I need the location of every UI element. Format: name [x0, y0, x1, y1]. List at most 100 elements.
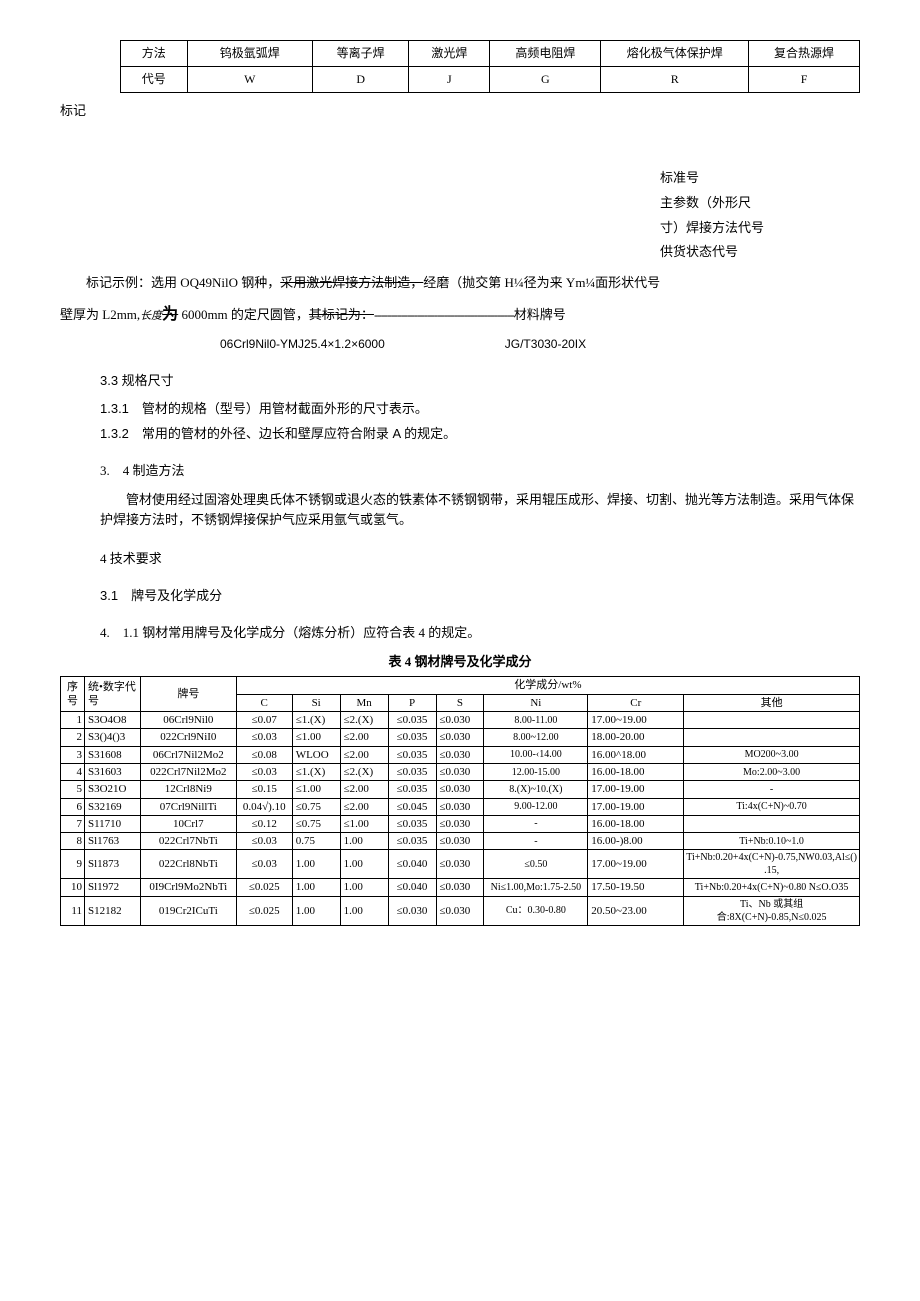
ex2e-strike: 其标记为： [309, 307, 374, 322]
t1-c1: 钨极氩弧焊 [187, 41, 313, 67]
cell-d: Sl1873 [84, 850, 140, 879]
cell-s: ≤0.030 [436, 798, 484, 815]
t4h-ni: Ni [484, 694, 588, 711]
table-row: 6S3216907Crl9NillTi0.04√).10≤0.75≤2.00≤0… [61, 798, 860, 815]
table4: 序号 统•数字代号 牌号 化学成分/wt% C Si Mn P S Ni Cr … [60, 676, 860, 925]
cell-p: ≤0.035 [388, 833, 436, 850]
sec-4-1-1: 4. 1.1 钢材常用牌号及化学成分（熔炼分析）应符合表 4 的规定。 [100, 623, 860, 644]
cell-p: ≤0.035 [388, 763, 436, 780]
cell-ni: Cu：0.30-0.80 [484, 896, 588, 925]
cell-g: 022Crl8NbTi [140, 850, 236, 879]
t1-c6: 复合热源焊 [749, 41, 860, 67]
cell-d: S3O21O [84, 781, 140, 798]
cell-ni: 10.00-‹14.00 [484, 746, 588, 763]
cell-g: 06Crl9Nil0 [140, 712, 236, 729]
cell-c: 0.04√).10 [236, 798, 292, 815]
ex2-dashes: ----------------------------------------… [374, 307, 514, 322]
cell-cr: 16.00-)8.00 [588, 833, 684, 850]
cell-o: - [684, 781, 860, 798]
cell-cr: 16.00-18.00 [588, 763, 684, 780]
cell-c: ≤0.025 [236, 896, 292, 925]
t4-header-row1: 序号 统•数字代号 牌号 化学成分/wt% [61, 677, 860, 694]
cell-c: ≤0.03 [236, 850, 292, 879]
cell-ni: 8.00~12.00 [484, 729, 588, 746]
sec-3-1: 3.1 牌号及化学成分 [100, 586, 860, 607]
ex1c: 经磨（抛交第 H¼径为来 Ym¼面形状代号 [423, 275, 660, 290]
cell-p: ≤0.040 [388, 879, 436, 896]
cell-mn: 1.00 [340, 833, 388, 850]
cell-n: 4 [61, 763, 85, 780]
cell-s: ≤0.030 [436, 712, 484, 729]
cell-s: ≤0.030 [436, 879, 484, 896]
cell-c: ≤0.07 [236, 712, 292, 729]
cell-p: ≤0.035 [388, 815, 436, 832]
cell-cr: 17.00-19.00 [588, 781, 684, 798]
t4h-other: 其他 [684, 694, 860, 711]
cell-cr: 17.00~19.00 [588, 850, 684, 879]
t4h-si: Si [292, 694, 340, 711]
cell-ni: - [484, 815, 588, 832]
cell-si: ≤1.(X) [292, 763, 340, 780]
cell-cr: 18.00-20.00 [588, 729, 684, 746]
t4h-c: C [236, 694, 292, 711]
cell-si: ≤1.00 [292, 781, 340, 798]
cell-g: 07Crl9NillTi [140, 798, 236, 815]
cell-g: 022Crl7NbTi [140, 833, 236, 850]
cell-n: 9 [61, 850, 85, 879]
cell-ni: 9.00-12.00 [484, 798, 588, 815]
cell-ni: Ni≤1.00,Mo:1.75-2.50 [484, 879, 588, 896]
cell-s: ≤0.030 [436, 729, 484, 746]
t1-r1-label: 方法 [121, 41, 188, 67]
ex1a: 标记示例：选用 OQ49NilO 钢种， [86, 275, 280, 290]
cell-s: ≤0.030 [436, 763, 484, 780]
cell-ni: 8.00-11.00 [484, 712, 588, 729]
cell-cr: 17.50-19.50 [588, 879, 684, 896]
table-row: 11S12182019Cr2ICuTi≤0.0251.001.00≤0.030≤… [61, 896, 860, 925]
t4h-p: P [388, 694, 436, 711]
t1-c3: 激光焊 [409, 41, 490, 67]
cell-p: ≤0.040 [388, 850, 436, 879]
example-para-2: 壁厚为 L2mm,长度为 6000mm 的定尺圆管，其标记为：---------… [60, 302, 860, 328]
cell-n: 1 [61, 712, 85, 729]
cell-d: S31603 [84, 763, 140, 780]
cell-cr: 16.00^18.00 [588, 746, 684, 763]
cell-mn: 1.00 [340, 879, 388, 896]
cell-c: ≤0.03 [236, 763, 292, 780]
item-132: 1.3.2 常用的管材的外径、边长和壁厚应符合附录 A 的规定。 [100, 424, 860, 445]
t4h-digit: 统•数字代号 [84, 677, 140, 712]
cell-mn: ≤2.00 [340, 729, 388, 746]
cell-n: 3 [61, 746, 85, 763]
cell-n: 2 [61, 729, 85, 746]
rb-l4: 供货状态代号 [660, 240, 860, 265]
cell-mn: 1.00 [340, 896, 388, 925]
cell-n: 7 [61, 815, 85, 832]
cell-mn: ≤2.00 [340, 798, 388, 815]
cell-si: ≤1.00 [292, 729, 340, 746]
cell-g: 06Crl7Nil2Mo2 [140, 746, 236, 763]
cell-c: ≤0.08 [236, 746, 292, 763]
cell-d: S32169 [84, 798, 140, 815]
rb-l2: 主参数（外形尺 [660, 191, 860, 216]
cell-n: 8 [61, 833, 85, 850]
t1-code6: F [749, 67, 860, 93]
cell-ni: 12.00-15.00 [484, 763, 588, 780]
t1-code1: W [187, 67, 313, 93]
cell-o: Mo:2.00~3.00 [684, 763, 860, 780]
cell-ni: - [484, 833, 588, 850]
cell-o: MO200~3.00 [684, 746, 860, 763]
cell-o: Ti、Nb 或其组合:8X(C+N)-0.85,N≤0.025 [684, 896, 860, 925]
t4h-s: S [436, 694, 484, 711]
ex2c: 为 [162, 306, 178, 323]
cell-d: Sl1763 [84, 833, 140, 850]
cell-p: ≤0.045 [388, 798, 436, 815]
sec-3-3: 3.3 规格尺寸 [100, 371, 860, 392]
cell-n: 10 [61, 879, 85, 896]
cell-s: ≤0.030 [436, 815, 484, 832]
sec-4: 4 技术要求 [100, 549, 860, 570]
example-para-1: 标记示例：选用 OQ49NilO 钢种，采用激光焊接方法制造，经磨（抛交第 H¼… [60, 273, 860, 294]
t4h-seq: 序号 [61, 677, 85, 712]
p-3-4: 管材使用经过固溶处理奥氏体不锈钢或退火态的铁素体不锈钢钢带，采用辊压成形、焊接、… [100, 490, 860, 532]
cell-si: 1.00 [292, 896, 340, 925]
rb-l3: 寸）焊接方法代号 [660, 216, 860, 241]
t4h-grade: 牌号 [140, 677, 236, 712]
